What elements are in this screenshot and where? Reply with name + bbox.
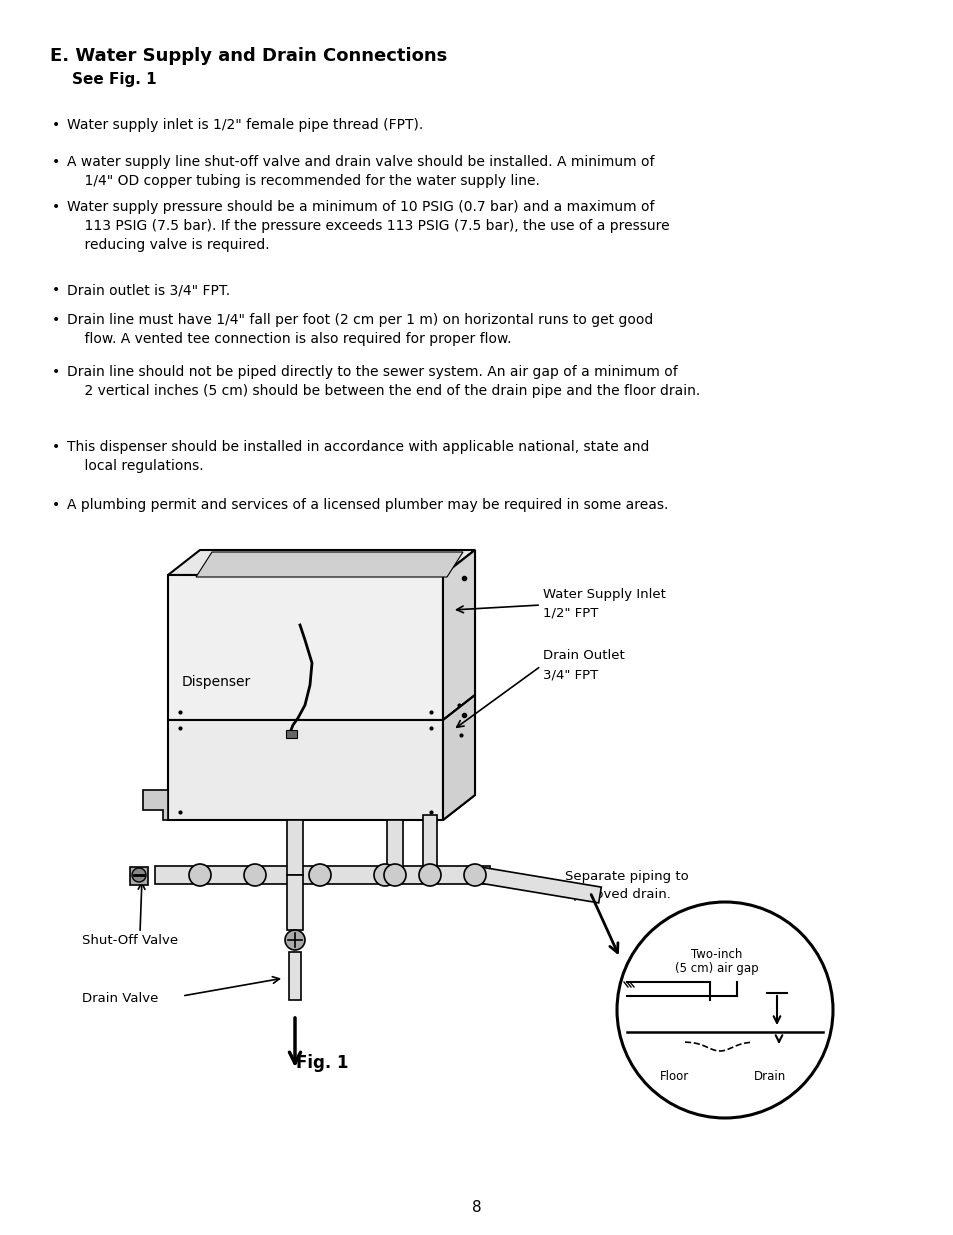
Text: Floor: Floor <box>659 1070 689 1083</box>
Text: •: • <box>52 312 60 327</box>
Text: •: • <box>52 156 60 169</box>
Text: approved drain.: approved drain. <box>564 888 670 902</box>
Circle shape <box>418 864 440 885</box>
Text: •: • <box>52 366 60 379</box>
Text: See Fig. 1: See Fig. 1 <box>71 72 156 86</box>
Text: •: • <box>52 498 60 513</box>
Polygon shape <box>442 550 475 720</box>
Text: Drain line should not be piped directly to the sewer system. An air gap of a min: Drain line should not be piped directly … <box>67 366 700 398</box>
Text: •: • <box>52 283 60 296</box>
Text: Separate piping to: Separate piping to <box>564 869 688 883</box>
Polygon shape <box>195 552 462 577</box>
Bar <box>168 720 442 820</box>
Text: •: • <box>52 200 60 214</box>
Text: (5 cm) air gap: (5 cm) air gap <box>675 962 758 974</box>
Text: Shut-Off Valve: Shut-Off Valve <box>82 934 178 946</box>
FancyArrow shape <box>478 867 600 903</box>
Circle shape <box>189 864 211 885</box>
Text: Drain: Drain <box>753 1070 785 1083</box>
Text: E. Water Supply and Drain Connections: E. Water Supply and Drain Connections <box>50 47 447 65</box>
Text: Water supply inlet is 1/2" female pipe thread (FPT).: Water supply inlet is 1/2" female pipe t… <box>67 119 423 132</box>
Polygon shape <box>168 550 475 576</box>
Text: 1/2" FPT: 1/2" FPT <box>542 606 598 620</box>
Bar <box>289 952 301 1000</box>
Bar <box>154 866 490 884</box>
Circle shape <box>132 868 146 882</box>
Bar <box>287 820 303 876</box>
Text: Fig. 1: Fig. 1 <box>295 1053 348 1072</box>
Text: Drain line must have 1/4" fall per foot (2 cm per 1 m) on horizontal runs to get: Drain line must have 1/4" fall per foot … <box>67 312 653 346</box>
Polygon shape <box>442 550 475 820</box>
Text: Drain outlet is 3/4" FPT.: Drain outlet is 3/4" FPT. <box>67 283 230 296</box>
Text: Two-inch: Two-inch <box>691 948 741 961</box>
Circle shape <box>244 864 266 885</box>
Text: Water supply pressure should be a minimum of 10 PSIG (0.7 bar) and a maximum of
: Water supply pressure should be a minimu… <box>67 200 669 252</box>
Text: •: • <box>52 119 60 132</box>
Bar <box>387 820 402 876</box>
Text: •: • <box>52 440 60 454</box>
Circle shape <box>463 864 485 885</box>
Text: This dispenser should be installed in accordance with applicable national, state: This dispenser should be installed in ac… <box>67 440 649 473</box>
Circle shape <box>374 864 395 885</box>
Text: A water supply line shut-off valve and drain valve should be installed. A minimu: A water supply line shut-off valve and d… <box>67 156 654 188</box>
Polygon shape <box>442 695 475 820</box>
Text: Drain Outlet: Drain Outlet <box>542 650 624 662</box>
Text: Dispenser: Dispenser <box>182 676 251 689</box>
Text: A plumbing permit and services of a licensed plumber may be required in some are: A plumbing permit and services of a lice… <box>67 498 668 513</box>
Text: Drain Valve: Drain Valve <box>82 992 158 1004</box>
Bar <box>168 576 442 720</box>
Bar <box>422 815 436 876</box>
Text: 8: 8 <box>472 1199 481 1214</box>
Polygon shape <box>143 790 168 820</box>
Bar <box>130 867 148 885</box>
Bar <box>287 876 303 930</box>
Text: Water Supply Inlet: Water Supply Inlet <box>542 588 665 601</box>
Bar <box>286 730 296 739</box>
Text: 3/4" FPT: 3/4" FPT <box>542 668 598 680</box>
Circle shape <box>285 930 305 950</box>
Circle shape <box>617 902 832 1118</box>
Circle shape <box>309 864 331 885</box>
Circle shape <box>384 864 406 885</box>
